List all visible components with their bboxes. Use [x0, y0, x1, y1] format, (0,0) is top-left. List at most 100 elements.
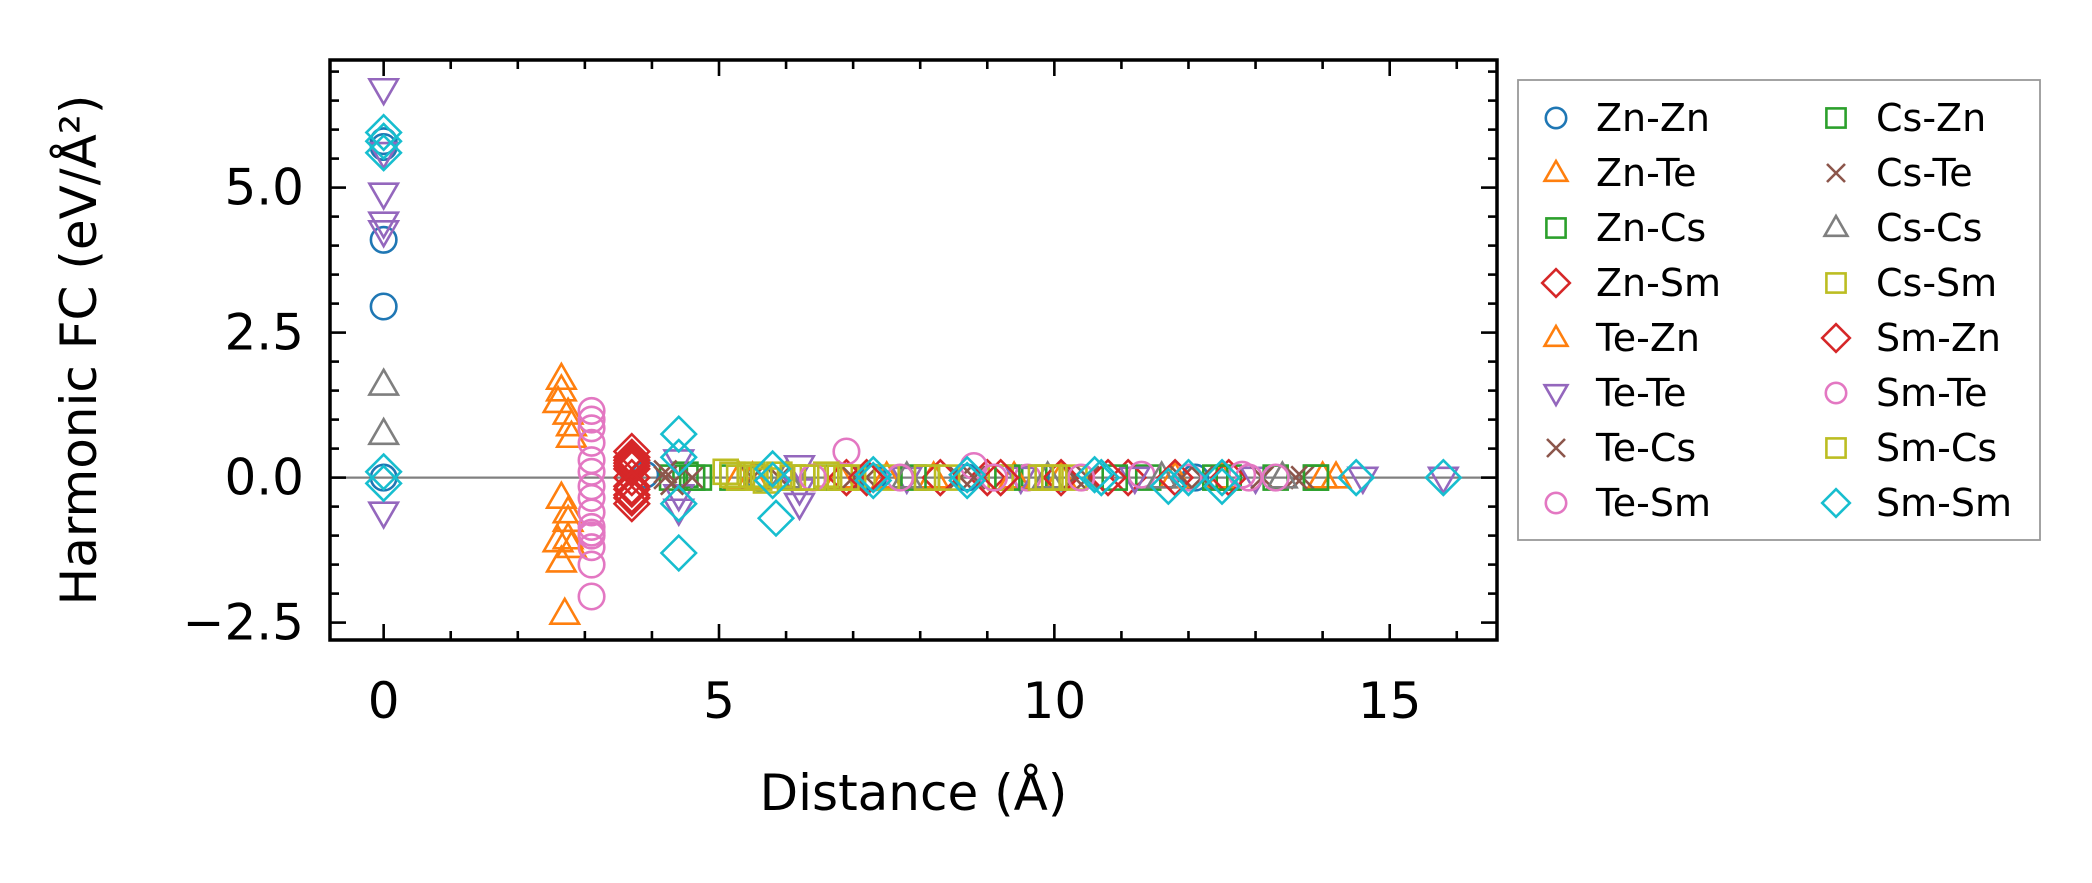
data-point: [1109, 458, 1148, 497]
data-point: [367, 416, 401, 446]
y-tick-label: −2.5: [183, 594, 304, 652]
legend-entry: Te-Te: [1542, 371, 1687, 415]
data-point: [367, 211, 401, 241]
data-point: [832, 437, 861, 466]
series-sm-zn: [612, 446, 1195, 517]
legend-entry: Sm-Zn: [1820, 316, 2001, 360]
data-point: [1088, 458, 1128, 497]
legend-entry: Zn-Te: [1542, 151, 1696, 195]
data-point: [577, 396, 606, 425]
data-point: [753, 449, 792, 488]
data-point: [551, 503, 585, 533]
data-point: [577, 414, 606, 443]
series-te-sm: [577, 396, 1257, 611]
data-point: [1041, 464, 1068, 491]
data-point: [577, 550, 606, 579]
legend-label: Sm-Zn: [1876, 316, 2001, 360]
data-point: [612, 467, 651, 506]
data-point: [913, 464, 941, 491]
legend-label: Sm-Sm: [1876, 481, 2012, 525]
data-point: [1302, 464, 1330, 491]
data-point: [541, 384, 575, 414]
legend-label: Zn-Te: [1596, 151, 1696, 195]
data-point: [1234, 463, 1263, 492]
data-point: [612, 438, 651, 477]
legend-marker: [1820, 487, 1852, 519]
legend-marker: [1825, 107, 1847, 129]
data-point: [612, 478, 651, 517]
data-point: [678, 464, 706, 491]
data-point: [544, 372, 578, 402]
legend-marker: [1544, 106, 1568, 130]
data-point: [577, 582, 606, 611]
data-point: [873, 464, 900, 491]
x-tick-label: 0: [368, 672, 400, 730]
data-point: [719, 461, 746, 489]
legend-entry: Zn-Sm: [1540, 261, 1721, 305]
legend-entry: Te-Cs: [1546, 426, 1696, 470]
x-tick-label: 10: [1023, 672, 1087, 730]
legend-label: Te-Sm: [1595, 481, 1711, 525]
legend-box: [1517, 79, 2041, 541]
data-point: [369, 292, 398, 321]
data-point: [739, 461, 766, 489]
legend-label: Zn-Sm: [1596, 261, 1721, 305]
data-point: [367, 141, 401, 171]
data-point: [1041, 458, 1081, 497]
legend-entry: Zn-Zn: [1544, 96, 1710, 140]
data-point: [551, 396, 585, 425]
data-point: [756, 499, 796, 538]
y-axis-label: Harmonic FC (eV/Å²): [50, 95, 108, 606]
data-point: [659, 438, 698, 477]
data-point: [1426, 466, 1460, 496]
plot-frame: [328, 58, 1499, 642]
data-point: [612, 446, 651, 486]
data-point: [577, 518, 606, 547]
data-point: [577, 483, 606, 512]
data-point: [367, 501, 401, 531]
data-point: [577, 533, 606, 562]
legend-entry: Zn-Cs: [1545, 206, 1706, 250]
data-point: [612, 475, 651, 515]
data-point: [544, 361, 578, 391]
data-point: [367, 77, 401, 107]
data-point: [1261, 463, 1290, 492]
data-point: [364, 122, 403, 161]
legend-marker: [1825, 437, 1847, 459]
legend-entry: Cs-Sm: [1825, 261, 1997, 305]
data-point: [369, 225, 398, 254]
data-point: [948, 461, 987, 500]
data-point: [653, 459, 678, 484]
legend: Zn-Zn Zn-Te Zn-Cs Zn-Sm Te-Zn Te-Te Te-Cs Te-Sm…: [1517, 79, 2041, 541]
data-point: [367, 367, 401, 396]
data-point: [364, 464, 403, 503]
legend-marker: [1542, 383, 1570, 408]
legend-label: Te-Zn: [1595, 316, 1700, 360]
legend-marker: [1824, 381, 1848, 405]
legend-marker: [1820, 322, 1852, 354]
data-point: [551, 494, 585, 524]
data-point: [612, 484, 651, 523]
data-point: [766, 461, 793, 489]
legend-marker: [1546, 438, 1566, 458]
data-point: [612, 441, 651, 480]
data-point: [1209, 458, 1248, 497]
legend-entry: Cs-Cs: [1822, 206, 1982, 250]
data-point: [854, 455, 893, 494]
data-point: [1145, 459, 1179, 489]
data-point: [1283, 465, 1308, 490]
legend-marker: [1545, 217, 1567, 239]
legend-entry: Te-Zn: [1542, 316, 1700, 360]
legend-entry: Sm-Te: [1824, 371, 1988, 415]
y-tick-label: 2.5: [224, 304, 304, 362]
y-tick-label: 0.0: [224, 449, 304, 507]
data-point: [577, 405, 606, 434]
data-point: [981, 458, 1020, 497]
legend-label: Cs-Zn: [1876, 96, 1986, 140]
data-point: [548, 596, 582, 625]
data-point: [659, 484, 698, 523]
data-point: [1031, 459, 1065, 489]
data-point: [551, 520, 585, 550]
legend-marker: [1542, 158, 1570, 183]
legend-marker: [1540, 267, 1572, 299]
